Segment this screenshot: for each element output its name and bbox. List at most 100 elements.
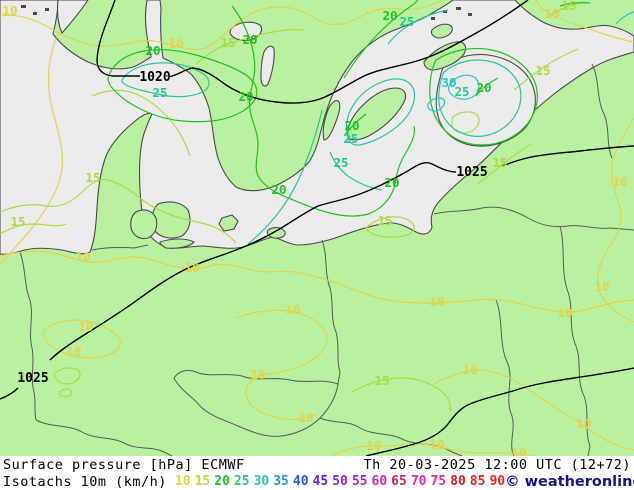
legend-value-75: 75	[430, 474, 447, 489]
contour-label-10: 10	[462, 362, 477, 377]
border-nl-de	[19, 251, 37, 421]
weather-map-svg: 1020102510251010101010101010101010101010…	[0, 0, 634, 456]
contour-label-10: 10	[285, 302, 300, 317]
contour-label-1025: 1025	[456, 165, 487, 180]
contour-label-25: 25	[399, 14, 414, 29]
contour-label-25: 25	[333, 155, 348, 170]
legend-title: Isotachs 10m (km/h)	[3, 473, 167, 490]
border-ua-west	[495, 299, 515, 456]
status-row-2: Isotachs 10m (km/h) 10 15 20 25 30 35 40 45 50 55…	[0, 473, 634, 490]
isobar-layer	[0, 0, 634, 456]
contour-label-10: 10	[366, 438, 381, 453]
contour-label-15: 15	[492, 155, 507, 170]
isotach-25-layer	[121, 9, 522, 245]
copyright-watermark: © weatheronline.co.uk	[505, 473, 634, 490]
contour-label-10: 10	[594, 279, 609, 294]
contour-label-10: 10	[78, 319, 93, 334]
status-bar: Surface pressure [hPa] ECMWF Th 20-03-20…	[0, 456, 634, 490]
legend-value-55: 55	[351, 474, 368, 489]
legend-value-30: 30	[253, 474, 270, 489]
island-hiiumaa	[430, 23, 453, 39]
island-bornholm	[218, 214, 239, 232]
contour-label-15: 15	[374, 373, 389, 388]
lake-vattern	[260, 45, 275, 87]
contour-label-15: 15	[10, 214, 25, 229]
isotach-30-layer	[427, 11, 634, 112]
border-lv-lt	[591, 63, 613, 159]
island-zealand	[151, 201, 191, 239]
border-sk-hu	[319, 417, 463, 456]
weather-map: 1020 1025 1025 10 10 10 10 10 10 10 10 10 10 10 10 10 10…	[0, 0, 634, 456]
legend-value-10: 10	[174, 474, 191, 489]
island-funen	[130, 209, 158, 240]
isotach-20-layer	[107, 0, 591, 217]
contour-label-20: 20	[238, 89, 253, 104]
contour-label-15: 15	[535, 63, 550, 78]
legend-value-65: 65	[391, 474, 407, 489]
skerries-layer	[21, 5, 472, 20]
contour-label-10: 10	[429, 437, 444, 452]
contour-label-10: 10	[429, 294, 444, 309]
legend-scale: 10 15 20 25 30 35 40 45 50 55 60 65 70 75 80 85 90	[175, 474, 505, 489]
legend-value-80: 80	[450, 474, 466, 489]
contour-label-20: 20	[145, 43, 160, 58]
contour-label-10: 10	[511, 445, 526, 456]
legend-value-35: 35	[273, 474, 289, 489]
legend-value-40: 40	[292, 474, 309, 489]
island-oland	[322, 100, 341, 141]
contour-label-10: 10	[298, 410, 313, 425]
contour-label-20: 20	[271, 182, 286, 197]
border-pl-ua	[559, 225, 591, 456]
legend-value-25: 25	[233, 474, 250, 489]
legend-value-50: 50	[332, 474, 348, 489]
contour-label-30: 30	[441, 75, 456, 90]
contour-label-20: 20	[242, 32, 257, 47]
contour-label-10: 10	[557, 305, 572, 320]
legend-value-60: 60	[371, 474, 388, 489]
sea-oslofjord	[56, 0, 89, 34]
contour-label-10: 10	[75, 249, 90, 264]
border-dk-de	[91, 244, 149, 251]
isotach-10-layer	[0, 0, 634, 456]
status-row-1: Surface pressure [hPa] ECMWF Th 20-03-20…	[0, 456, 634, 473]
island-gotland	[347, 87, 407, 141]
legend-value-15: 15	[194, 474, 211, 489]
contour-label-10: 10	[544, 6, 559, 21]
sea-gulf-of-riga	[435, 53, 536, 147]
contour-label-15: 15	[85, 170, 100, 185]
contour-label-25: 25	[152, 85, 167, 100]
contour-label-1020: 1020	[139, 70, 170, 85]
contour-label-20: 20	[476, 80, 491, 95]
contour-label-25: 25	[343, 131, 358, 146]
isobar-1020	[96, 0, 529, 104]
contour-label-10: 10	[612, 174, 627, 189]
isobar-1025	[0, 145, 634, 400]
border-layer	[19, 63, 634, 456]
contour-label-10: 10	[66, 344, 81, 359]
contour-label-20: 20	[384, 175, 399, 190]
legend-value-45: 45	[312, 474, 329, 489]
border-czech	[173, 369, 339, 437]
layer-title: Surface pressure [hPa] ECMWF	[3, 456, 245, 473]
legend-value-85: 85	[469, 474, 486, 489]
contour-label-10: 10	[576, 416, 591, 431]
legend-value-70: 70	[410, 474, 427, 489]
border-de-pl	[321, 239, 341, 385]
contour-label-layer: 1020102510251010101010101010101010101010…	[2, 0, 627, 456]
contour-label-15: 15	[220, 35, 235, 50]
border-pl-lt-by	[433, 206, 634, 231]
contour-label-10: 10	[168, 36, 183, 51]
valid-time: Th 20-03-2025 12:00 UTC (12+72)	[363, 456, 631, 473]
isobar-unlabeled	[365, 367, 634, 456]
contour-label-10: 10	[250, 367, 265, 382]
contour-label-25: 25	[454, 84, 469, 99]
contour-label-1025: 1025	[17, 371, 48, 386]
contour-label-20: 20	[382, 8, 397, 23]
legend-value-90: 90	[489, 474, 506, 489]
island-lolland	[159, 238, 195, 249]
border-alps	[35, 419, 173, 456]
island-ruegen	[266, 227, 286, 239]
contour-label-10: 10	[184, 260, 199, 275]
contour-label-15: 15	[377, 213, 392, 228]
